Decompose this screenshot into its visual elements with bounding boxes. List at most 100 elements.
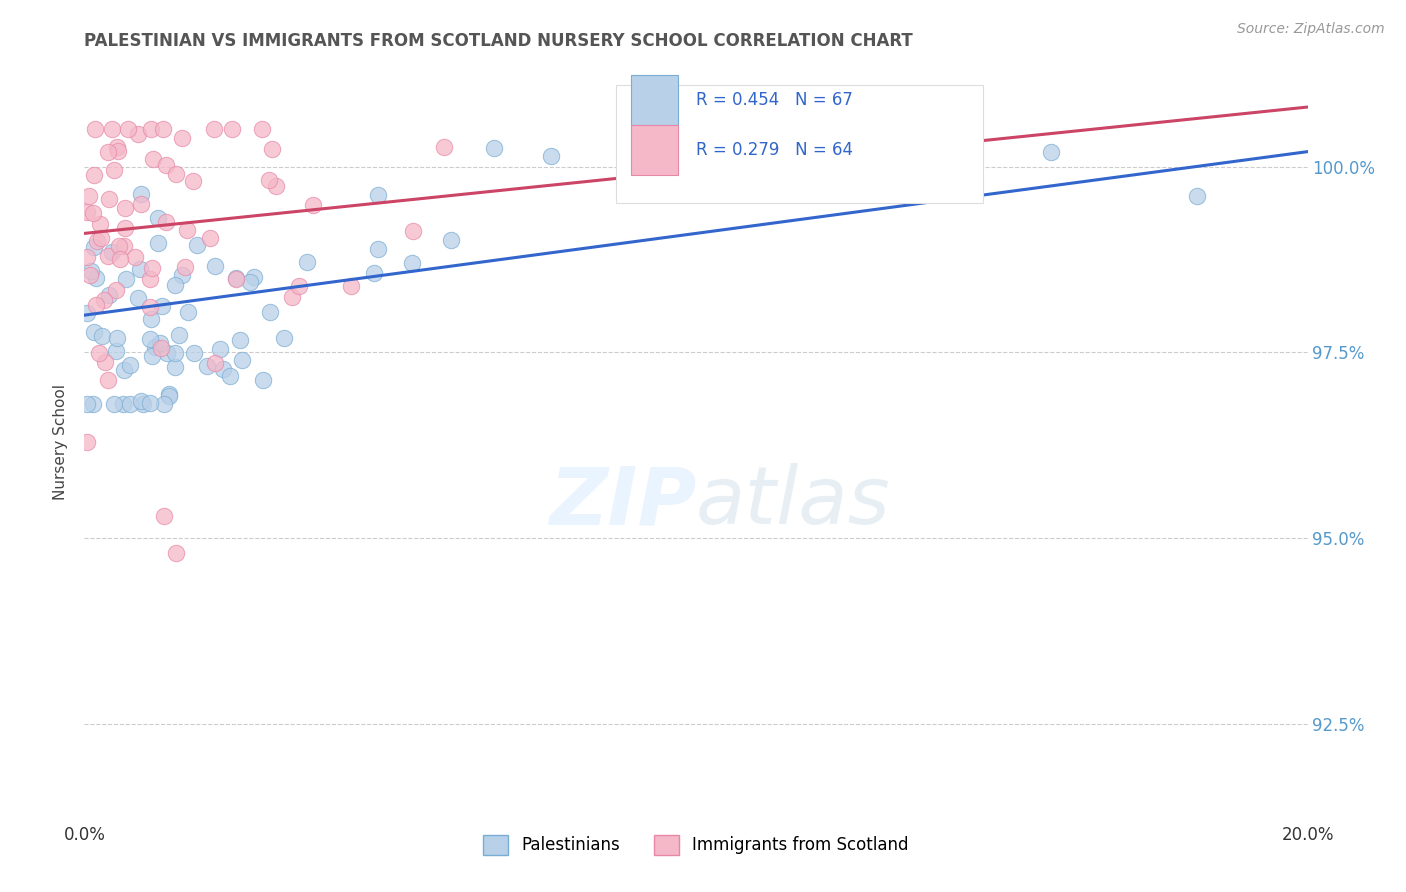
Point: [264, 178, 287, 193]
Point: [84, 298, 107, 312]
Point: [118, 358, 141, 372]
Point: [231, 353, 253, 368]
Point: [129, 262, 152, 277]
Point: [433, 140, 456, 154]
Point: [540, 149, 562, 163]
Point: [90, 230, 112, 244]
Point: [177, 305, 200, 319]
Point: [273, 331, 295, 345]
Point: [225, 270, 247, 285]
Point: [172, 131, 194, 145]
Text: Source: ZipAtlas.com: Source: ZipAtlas.com: [1237, 22, 1385, 37]
Point: [155, 215, 177, 229]
Point: [250, 122, 273, 136]
Point: [103, 163, 125, 178]
Point: [132, 397, 155, 411]
Point: [181, 174, 204, 188]
Point: [148, 336, 170, 351]
Point: [239, 276, 262, 290]
Point: [115, 272, 138, 286]
Point: [150, 341, 173, 355]
Text: ZIP: ZIP: [548, 463, 696, 541]
Point: [82, 397, 104, 411]
Point: [89, 217, 111, 231]
Point: [367, 187, 389, 202]
Text: atlas: atlas: [696, 463, 891, 541]
Point: [76, 205, 98, 219]
Point: [139, 332, 162, 346]
Point: [208, 342, 231, 356]
Point: [202, 122, 225, 136]
Point: [150, 299, 173, 313]
Point: [198, 231, 221, 245]
Text: PALESTINIAN VS IMMIGRANTS FROM SCOTLAND NURSERY SCHOOL CORRELATION CHART: PALESTINIAN VS IMMIGRANTS FROM SCOTLAND …: [84, 32, 912, 50]
Point: [77, 188, 100, 202]
Point: [87, 346, 110, 360]
Point: [141, 349, 163, 363]
Point: [163, 346, 186, 360]
Point: [146, 211, 169, 225]
Point: [139, 122, 162, 136]
Point: [76, 435, 98, 450]
Point: [76, 250, 98, 264]
Point: [114, 220, 136, 235]
FancyBboxPatch shape: [616, 85, 983, 202]
Point: [124, 250, 146, 264]
Point: [167, 327, 190, 342]
Point: [76, 305, 98, 319]
Point: [295, 255, 318, 269]
Point: [1187, 189, 1209, 203]
Point: [221, 122, 243, 136]
Point: [204, 356, 226, 370]
Point: [170, 268, 193, 282]
Point: [143, 340, 166, 354]
Point: [83, 325, 105, 339]
Text: R = 0.454   N = 67: R = 0.454 N = 67: [696, 91, 853, 109]
Point: [262, 142, 284, 156]
Point: [155, 158, 177, 172]
Point: [1039, 145, 1062, 159]
Point: [105, 343, 128, 358]
Point: [101, 244, 124, 259]
Point: [252, 373, 274, 387]
Point: [225, 272, 247, 286]
Point: [93, 293, 115, 308]
Point: [76, 397, 98, 411]
Point: [402, 224, 425, 238]
Point: [204, 259, 226, 273]
Point: [105, 331, 128, 345]
Legend: Palestinians, Immigrants from Scotland: Palestinians, Immigrants from Scotland: [477, 828, 915, 862]
Point: [84, 122, 107, 136]
Point: [98, 192, 121, 206]
Point: [105, 140, 128, 154]
Point: [101, 122, 124, 136]
Point: [108, 252, 131, 266]
Point: [146, 235, 169, 250]
Point: [484, 140, 506, 154]
Point: [114, 201, 136, 215]
Y-axis label: Nursery School: Nursery School: [53, 384, 69, 500]
Point: [127, 291, 149, 305]
Point: [112, 362, 135, 376]
Point: [163, 360, 186, 375]
Point: [401, 255, 423, 269]
Point: [142, 152, 165, 166]
Point: [93, 355, 115, 369]
Point: [82, 206, 104, 220]
Point: [165, 278, 187, 293]
Point: [157, 389, 180, 403]
Point: [108, 238, 131, 252]
FancyBboxPatch shape: [631, 75, 678, 125]
Point: [79, 268, 101, 282]
Point: [197, 359, 219, 373]
Point: [80, 264, 103, 278]
Point: [219, 369, 242, 384]
Point: [129, 394, 152, 409]
Point: [107, 144, 129, 158]
Point: [301, 198, 323, 212]
Point: [97, 287, 120, 301]
Point: [183, 346, 205, 360]
Point: [165, 546, 187, 560]
Point: [83, 240, 105, 254]
Point: [139, 272, 162, 286]
